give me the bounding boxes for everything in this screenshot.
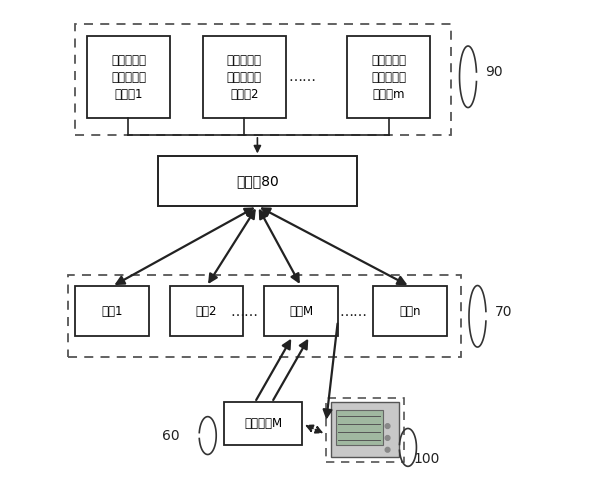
- FancyBboxPatch shape: [158, 156, 357, 206]
- Text: 终端M: 终端M: [289, 305, 313, 318]
- Circle shape: [385, 424, 390, 428]
- FancyBboxPatch shape: [373, 286, 447, 336]
- FancyBboxPatch shape: [75, 286, 149, 336]
- Text: ……: ……: [230, 305, 258, 319]
- Text: 前置终端M: 前置终端M: [244, 417, 283, 430]
- Text: 100: 100: [413, 452, 440, 466]
- Text: ……: ……: [289, 70, 316, 84]
- Text: 终端n: 终端n: [400, 305, 421, 318]
- Text: ……: ……: [339, 305, 367, 319]
- Text: 终端1: 终端1: [101, 305, 122, 318]
- Text: 60: 60: [161, 428, 179, 442]
- Circle shape: [385, 436, 390, 440]
- Text: 居民证件卡
验证安全控
制设备2: 居民证件卡 验证安全控 制设备2: [227, 54, 262, 100]
- FancyBboxPatch shape: [224, 402, 302, 445]
- Text: 70: 70: [495, 305, 512, 319]
- FancyBboxPatch shape: [87, 36, 170, 118]
- Text: 居民证件卡
验证安全控
制设备m: 居民证件卡 验证安全控 制设备m: [371, 54, 406, 100]
- FancyBboxPatch shape: [347, 36, 430, 118]
- Text: 居民证件卡
验证安全控
制设备1: 居民证件卡 验证安全控 制设备1: [111, 54, 146, 100]
- FancyBboxPatch shape: [203, 36, 286, 118]
- Text: 终端2: 终端2: [196, 305, 217, 318]
- Text: 90: 90: [485, 65, 503, 79]
- FancyBboxPatch shape: [335, 410, 383, 445]
- FancyBboxPatch shape: [265, 286, 338, 336]
- FancyBboxPatch shape: [331, 402, 400, 457]
- Circle shape: [385, 447, 390, 452]
- FancyBboxPatch shape: [170, 286, 243, 336]
- Text: 服务器80: 服务器80: [236, 174, 279, 188]
